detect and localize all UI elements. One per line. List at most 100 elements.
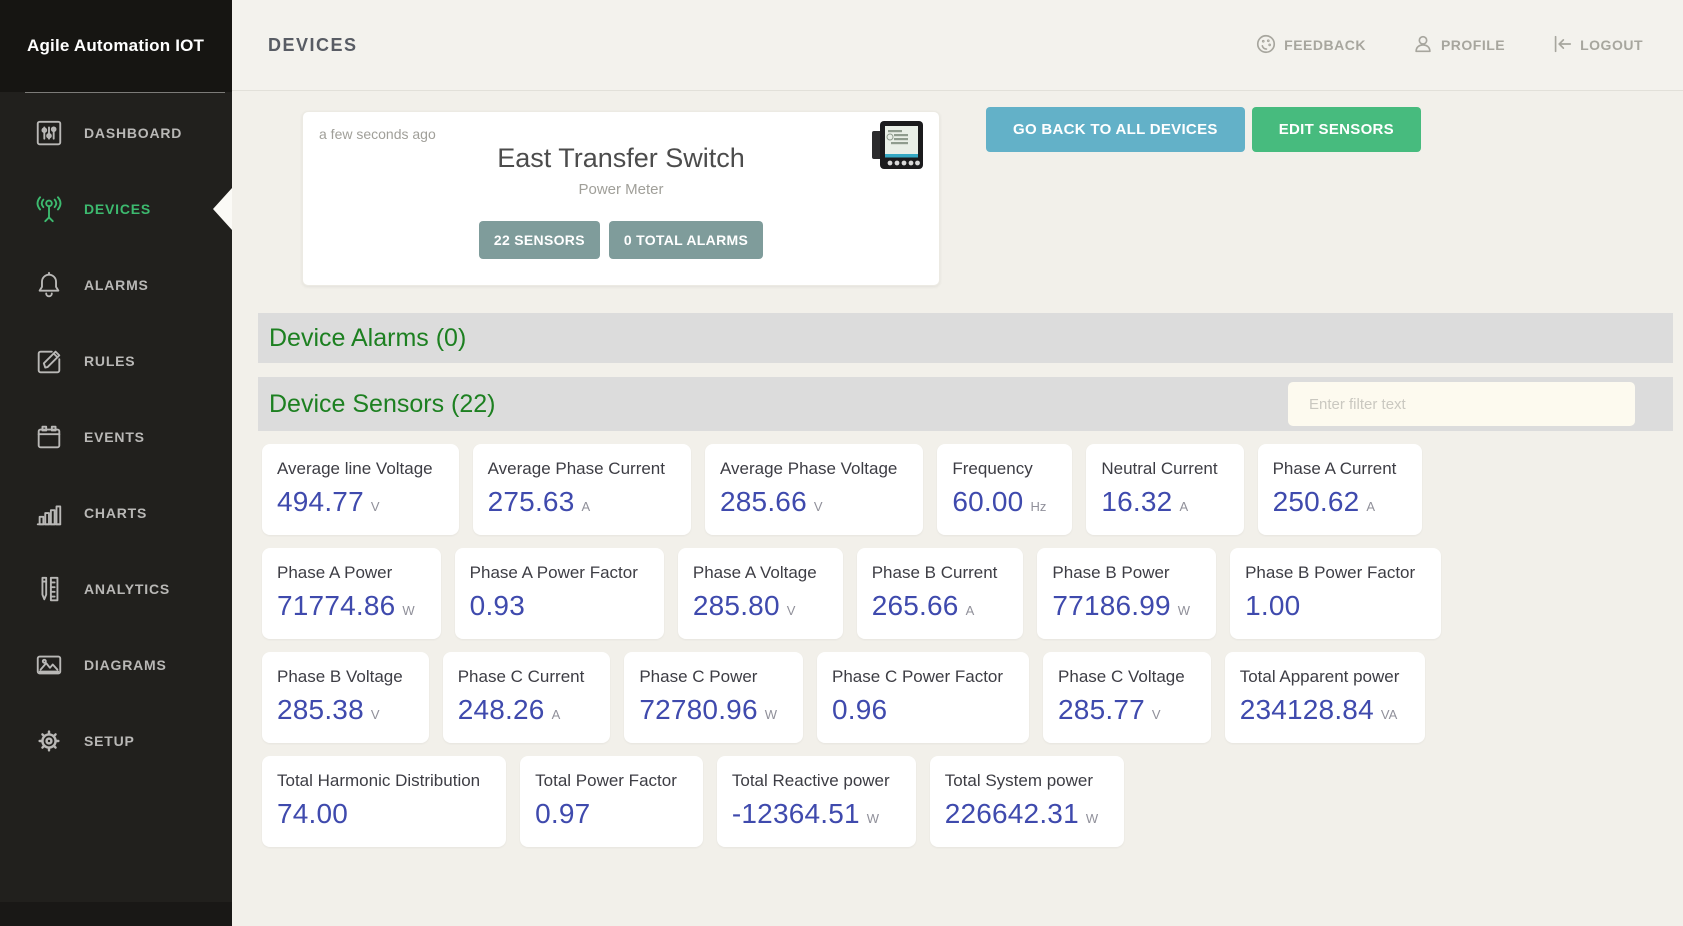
edit-sensors-button[interactable]: EDIT SENSORS: [1252, 107, 1421, 152]
page-title: DEVICES: [268, 35, 358, 56]
sensor-unit: A: [552, 707, 561, 722]
logout-label: LOGOUT: [1580, 37, 1643, 53]
feedback-link[interactable]: FEEDBACK: [1255, 33, 1366, 58]
sensor-value: 285.77: [1058, 694, 1145, 726]
device-updated: a few seconds ago: [319, 126, 923, 142]
sensor-card[interactable]: Average Phase Voltage 285.66 V: [705, 444, 923, 535]
sidebar-item-setup[interactable]: SETUP: [0, 703, 232, 779]
device-alarms-title: Device Alarms (0): [269, 324, 466, 353]
sensor-label: Phase C Voltage: [1058, 667, 1185, 687]
sidebar-header: Agile Automation IOT: [0, 0, 232, 92]
sidebar-item-rules[interactable]: RULES: [0, 323, 232, 399]
go-back-button[interactable]: GO BACK TO ALL DEVICES: [986, 107, 1245, 152]
sensor-value: 74.00: [277, 798, 348, 830]
sensor-card[interactable]: Phase B Power Factor 1.00: [1230, 548, 1441, 639]
sensor-label: Phase B Power Factor: [1245, 563, 1415, 583]
device-sensors-title: Device Sensors (22): [269, 390, 495, 419]
sidebar-item-charts[interactable]: CHARTS: [0, 475, 232, 551]
sensors-count-badge: 22 SENSORS: [479, 221, 600, 259]
sensor-card[interactable]: Phase C Current 248.26A: [443, 652, 611, 743]
device-name: East Transfer Switch: [319, 143, 923, 174]
profile-label: PROFILE: [1441, 37, 1505, 53]
sensor-value: 0.97: [535, 798, 590, 830]
app-title: Agile Automation IOT: [27, 36, 204, 56]
sidebar-menu: DASHBOARD DEVICES ALARMS RULES EVENTS: [0, 93, 232, 779]
sensor-card[interactable]: Total Harmonic Distribution 74.00: [262, 756, 506, 847]
topbar-links: FEEDBACK PROFILE LOGOUT: [1255, 33, 1643, 58]
sidebar-item-dashboard[interactable]: DASHBOARD: [0, 95, 232, 171]
sensor-card[interactable]: Phase B Voltage 285.38V: [262, 652, 429, 743]
alarms-count-badge: 0 TOTAL ALARMS: [609, 221, 763, 259]
sensor-card[interactable]: Phase C Voltage 285.77 V: [1043, 652, 1211, 743]
sensor-value: 275.63: [488, 486, 575, 518]
calendar-icon: [34, 422, 64, 452]
sensor-unit: V: [814, 499, 823, 514]
logout-link[interactable]: LOGOUT: [1551, 33, 1643, 58]
sensor-card[interactable]: Total Power Factor 0.97: [520, 756, 703, 847]
sidebar-item-analytics[interactable]: ANALYTICS: [0, 551, 232, 627]
sensor-unit: W: [1178, 603, 1190, 618]
sensor-card[interactable]: Frequency 60.00Hz: [937, 444, 1072, 535]
sidebar-item-alarms[interactable]: ALARMS: [0, 247, 232, 323]
sensor-unit: W: [402, 603, 414, 618]
sensor-label: Average Phase Current: [488, 459, 665, 479]
sensor-card[interactable]: Neutral Current 16.32A: [1086, 444, 1243, 535]
sensor-value: 77186.99: [1052, 590, 1170, 622]
sensor-row: Phase A Power 71774.86W Phase A Power Fa…: [262, 548, 1673, 639]
sensor-unit: V: [371, 499, 380, 514]
device-badges: 22 SENSORS 0 TOTAL ALARMS: [319, 221, 923, 259]
sensor-card[interactable]: Phase B Power 77186.99 W: [1037, 548, 1216, 639]
sensor-row: Phase B Voltage 285.38V Phase C Current …: [262, 652, 1673, 743]
sensor-value: 1.00: [1245, 590, 1300, 622]
sensor-label: Total Reactive power: [732, 771, 890, 791]
sensor-label: Phase C Power Factor: [832, 667, 1003, 687]
sensor-label: Neutral Current: [1101, 459, 1217, 479]
sensor-value: 285.66: [720, 486, 807, 518]
sensor-card[interactable]: Phase A Power 71774.86W: [262, 548, 441, 639]
sensor-label: Frequency: [952, 459, 1046, 479]
sidebar-item-label: DIAGRAMS: [84, 657, 167, 673]
sensor-unit: V: [787, 603, 796, 618]
sensor-value: 16.32: [1101, 486, 1172, 518]
sensor-label: Phase A Power: [277, 563, 415, 583]
gear-icon: [34, 726, 64, 756]
device-type: Power Meter: [319, 181, 923, 198]
sensor-card[interactable]: Total Apparent power 234128.84VA: [1225, 652, 1426, 743]
sensor-label: Total Apparent power: [1240, 667, 1400, 687]
sensor-unit: W: [867, 811, 879, 826]
sensor-card[interactable]: Phase C Power 72780.96W: [624, 652, 803, 743]
sensor-card[interactable]: Average line Voltage 494.77V: [262, 444, 459, 535]
sidebar-item-label: DEVICES: [84, 201, 151, 217]
sensor-unit: A: [1366, 499, 1375, 514]
sensor-card[interactable]: Phase A Voltage 285.80V: [678, 548, 843, 639]
sensor-label: Total Power Factor: [535, 771, 677, 791]
sidebar-item-label: ALARMS: [84, 277, 149, 293]
sidebar-item-label: RULES: [84, 353, 135, 369]
sensor-unit: V: [1152, 707, 1161, 722]
sensor-card[interactable]: Total System power 226642.31W: [930, 756, 1124, 847]
sensor-label: Total System power: [945, 771, 1098, 791]
device-actions: GO BACK TO ALL DEVICES EDIT SENSORS: [986, 107, 1421, 152]
sensor-unit: V: [371, 707, 380, 722]
sensor-value: 285.38: [277, 694, 364, 726]
sliders-icon: [34, 118, 64, 148]
sensor-card[interactable]: Phase A Current 250.62A: [1258, 444, 1423, 535]
sensor-filter-input[interactable]: [1288, 382, 1635, 426]
sensor-unit: W: [1086, 811, 1098, 826]
sensor-card[interactable]: Phase C Power Factor 0.96: [817, 652, 1029, 743]
profile-link[interactable]: PROFILE: [1412, 33, 1505, 58]
sensor-unit: A: [581, 499, 590, 514]
feedback-label: FEEDBACK: [1284, 37, 1366, 53]
sidebar-item-events[interactable]: EVENTS: [0, 399, 232, 475]
sensor-card[interactable]: Total Reactive power -12364.51W: [717, 756, 916, 847]
sensor-value: 0.93: [470, 590, 525, 622]
sensor-label: Average Phase Voltage: [720, 459, 897, 479]
sensor-card[interactable]: Average Phase Current 275.63 A: [473, 444, 691, 535]
sensor-label: Phase C Power: [639, 667, 777, 687]
sidebar-item-devices[interactable]: DEVICES: [0, 171, 232, 247]
sensor-card[interactable]: Phase B Current 265.66A: [857, 548, 1024, 639]
sidebar-item-label: SETUP: [84, 733, 135, 749]
sidebar-item-diagrams[interactable]: DIAGRAMS: [0, 627, 232, 703]
sensor-card[interactable]: Phase A Power Factor 0.93: [455, 548, 664, 639]
sensor-label: Phase B Power: [1052, 563, 1190, 583]
